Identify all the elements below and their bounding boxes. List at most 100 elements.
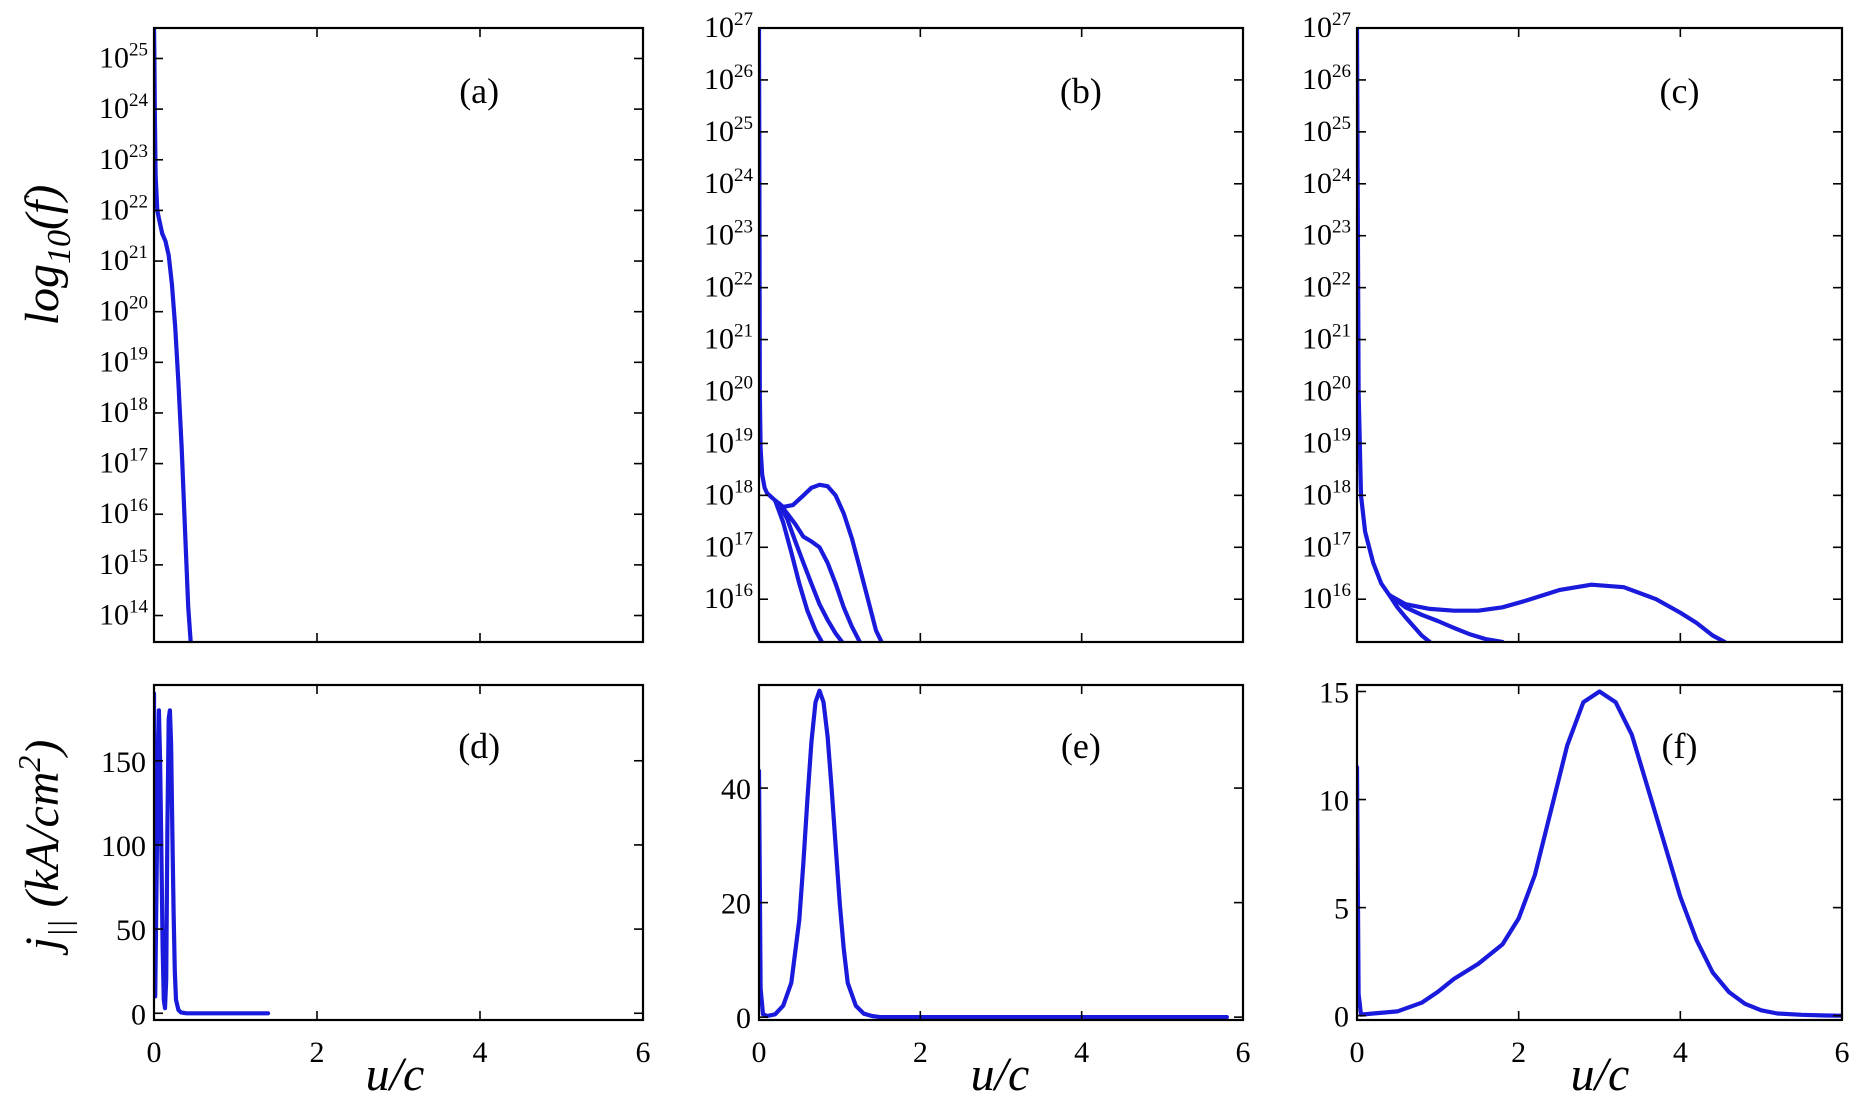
y-tick-label-c: 1019 — [1302, 424, 1351, 459]
plot-frame-c — [1355, 26, 1844, 644]
y-tick-label-c: 1026 — [1302, 61, 1351, 96]
y-tick-label-b: 1018 — [704, 476, 753, 511]
x-tick-label-d: 4 — [473, 1036, 488, 1069]
y-tick-label-c: 1024 — [1302, 165, 1352, 200]
y-tick-label-a: 1018 — [99, 394, 148, 429]
plot-frame-a — [152, 26, 645, 644]
series-b-2 — [765, 482, 884, 642]
series-c-3 — [1387, 593, 1505, 642]
y-tick-label-a: 1020 — [99, 293, 148, 328]
plot-frame-d — [152, 683, 645, 1022]
y-axis-label-bottom-base: j — [16, 937, 69, 956]
y-tick-label-b: 1020 — [704, 373, 753, 408]
y-tick-label-b: 1016 — [704, 580, 753, 615]
y-tick-label-b: 1027 — [704, 9, 753, 44]
x-tick-label-d: 0 — [147, 1036, 162, 1069]
series-c-4 — [1387, 593, 1432, 642]
y-tick-label-c: 1021 — [1302, 321, 1351, 356]
y-tick-label-c: 1022 — [1302, 269, 1351, 304]
y-axis-label-bottom-sub: || — [41, 919, 77, 937]
x-tick-label-f: 4 — [1673, 1036, 1688, 1069]
plot-frame-e — [757, 683, 1245, 1022]
panel-label-c: (c) — [1660, 71, 1700, 111]
y-tick-label-d: 0 — [131, 998, 146, 1031]
x-tick-label-f: 2 — [1511, 1036, 1526, 1069]
series-e-1 — [759, 688, 1229, 1020]
series-f-1 — [1357, 689, 1842, 1018]
series-d-1 — [154, 691, 271, 1016]
panel-b: 1016 1017 1018 1019 1020 1021 1022 1023 1024 1025… — [704, 9, 1245, 644]
y-tick-label-f: 5 — [1334, 893, 1349, 926]
curves-e — [759, 688, 1229, 1020]
panel-label-d: (d) — [458, 726, 500, 766]
panel-d: 0 2 4 6 0 50 100 150 (d) — [101, 683, 651, 1069]
y-tick-label-c: 1023 — [1302, 217, 1351, 252]
y-tick-label-c: 1016 — [1302, 580, 1351, 615]
y-axis-label-top: log10(f) — [16, 185, 78, 326]
y-tick-label-e: 0 — [736, 1002, 751, 1035]
y-axis-label-bottom-rest: (kA/cm — [16, 772, 69, 920]
panel-label-b: (b) — [1060, 71, 1102, 111]
y-tick-label-f: 15 — [1319, 676, 1349, 709]
panel-a: 1014 1015 1016 1017 1018 1019 1020 1021 1022 1023… — [99, 26, 645, 644]
y-tick-label-b: 1024 — [704, 165, 754, 200]
y-tick-label-c: 1020 — [1302, 373, 1351, 408]
series-b-1 — [759, 28, 770, 496]
y-axis-label-top-sub: 10 — [41, 230, 78, 264]
y-tick-label-b: 1021 — [704, 321, 753, 356]
curves-b — [759, 28, 884, 642]
y-tick-label-c: 1025 — [1302, 113, 1351, 148]
x-tick-label-e: 4 — [1074, 1036, 1089, 1069]
y-tick-label-c: 1017 — [1302, 528, 1351, 563]
y-tick-label-a: 1016 — [99, 495, 148, 530]
plot-frame-f — [1355, 683, 1844, 1022]
y-tick-label-a: 1015 — [99, 546, 148, 581]
y-tick-label-b: 1019 — [704, 424, 753, 459]
x-axis-label-d: u/c — [366, 1048, 425, 1101]
panels: 1014101510161017101810191020102110221023… — [99, 9, 1850, 1069]
series-c-1 — [1357, 28, 1392, 598]
y-tick-label-d: 100 — [101, 830, 146, 863]
y-tick-label-a: 1019 — [99, 343, 148, 378]
y-tick-label-b: 1023 — [704, 217, 753, 252]
y-tick-label-b: 1026 — [704, 61, 753, 96]
curves-d — [154, 691, 271, 1016]
series-b-4 — [777, 501, 845, 642]
y-tick-label-e: 40 — [721, 773, 751, 806]
y-axis-label-top-base: log — [16, 264, 69, 325]
x-tick-label-d: 6 — [636, 1036, 651, 1069]
y-tick-label-d: 50 — [116, 914, 146, 947]
y-tick-label-e: 20 — [721, 888, 751, 921]
y-axis-label-bottom-close: ) — [16, 740, 69, 759]
curves-a — [154, 28, 193, 642]
y-tick-label-c: 1027 — [1302, 9, 1351, 44]
y-tick-label-a: 1023 — [99, 141, 148, 176]
y-tick-label-a: 1017 — [99, 445, 148, 480]
x-tick-label-e: 2 — [913, 1036, 928, 1069]
y-tick-label-a: 1022 — [99, 191, 148, 226]
series-b-3 — [777, 501, 862, 642]
x-axis-label-f: u/c — [1571, 1048, 1630, 1101]
plot-frame-b — [757, 26, 1245, 644]
y-tick-label-a: 1024 — [99, 90, 149, 125]
x-axis-label-e: u/c — [971, 1048, 1030, 1101]
y-tick-label-c: 1018 — [1302, 476, 1351, 511]
x-tick-label-e: 0 — [752, 1036, 767, 1069]
panel-f: 0 2 4 6 0 5 10 15 (f) — [1319, 676, 1850, 1069]
y-axis-label-top-rest: (f) — [16, 185, 69, 230]
panel-label-f: (f) — [1662, 726, 1698, 766]
y-tick-label-b: 1025 — [704, 113, 753, 148]
y-tick-label-d: 150 — [101, 746, 146, 779]
y-axis-label-bottom-sup: 2 — [11, 756, 47, 772]
x-tick-label-d: 2 — [310, 1036, 325, 1069]
panel-e: 0 2 4 6 0 20 40 (e) — [721, 683, 1251, 1069]
panel-c: 1016 1017 1018 1019 1020 1021 1022 1023 1024 1025… — [1302, 9, 1844, 644]
y-tick-label-a: 1021 — [99, 242, 148, 277]
y-tick-label-f: 10 — [1319, 785, 1349, 818]
series-a-2 — [160, 231, 193, 642]
y-tick-label-f: 0 — [1334, 1001, 1349, 1034]
curves-f — [1357, 689, 1842, 1018]
x-tick-label-e: 6 — [1236, 1036, 1251, 1069]
y-tick-label-b: 1022 — [704, 269, 753, 304]
